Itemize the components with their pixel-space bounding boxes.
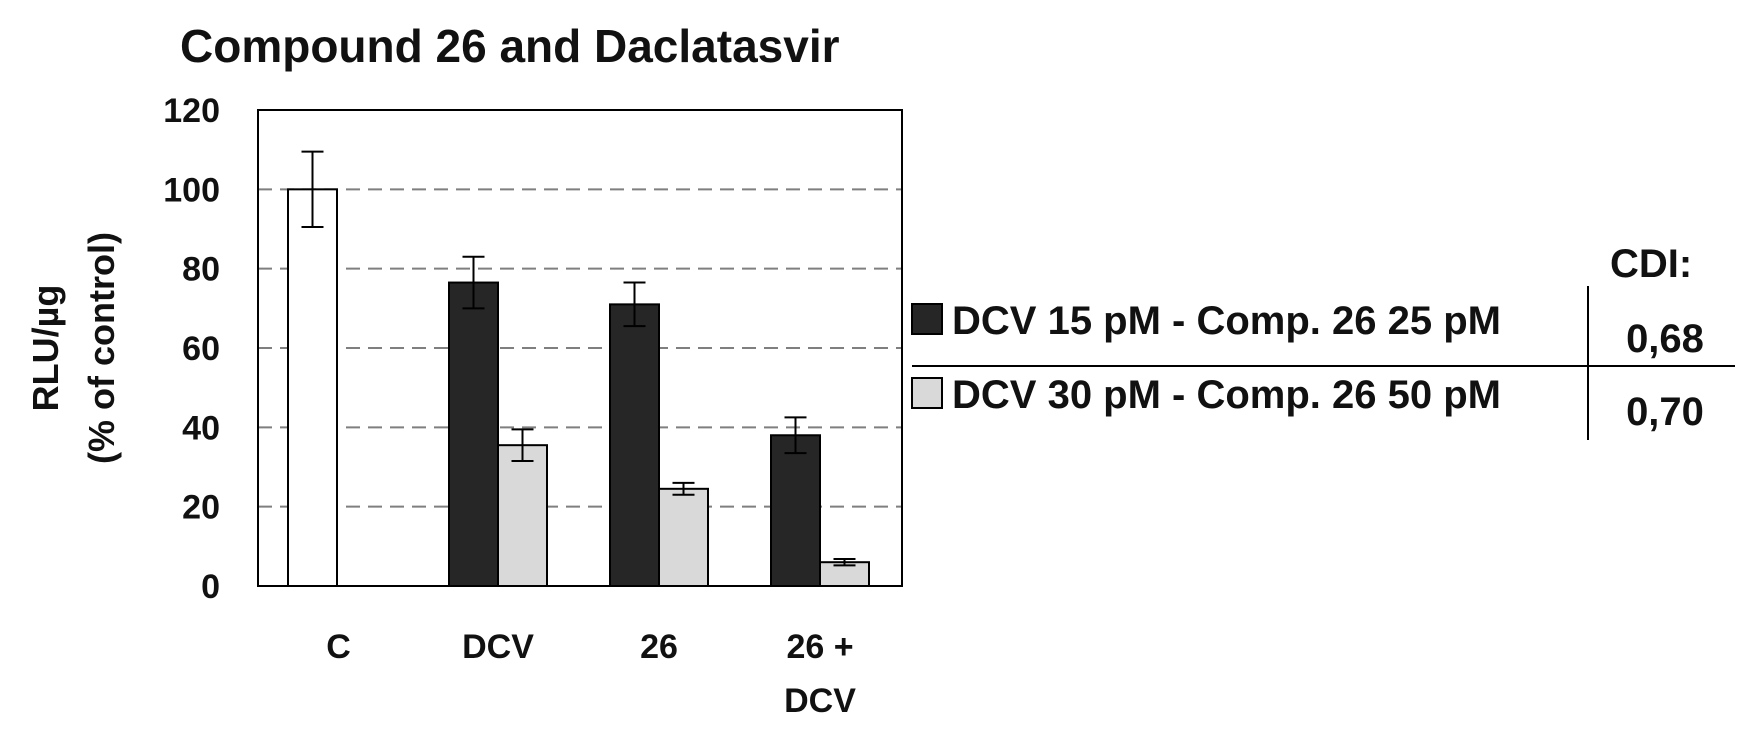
x-category-label: 26 + (786, 628, 853, 666)
x-category-label: C (326, 628, 351, 666)
cdi-value: 0,68 (1626, 317, 1704, 361)
bar (448, 281, 499, 587)
y-tick-label: 40 (182, 409, 220, 447)
legend-label: DCV 15 pM - Comp. 26 25 pM (952, 299, 1501, 343)
y-axis-label-line: (% of control) (81, 232, 122, 464)
bar (609, 303, 660, 587)
cdi-header: CDI: (1610, 242, 1692, 286)
bar (497, 444, 548, 587)
legend-label: DCV 30 pM - Comp. 26 50 pM (952, 373, 1501, 417)
cdi-table: CDI: 0,68 0,70 (1587, 242, 1704, 440)
cdi-value: 0,70 (1626, 390, 1704, 434)
y-tick-label: 120 (163, 92, 220, 130)
bars (287, 188, 870, 588)
x-axis-categories: C DCV 26 26 + DCV (326, 628, 856, 720)
legend-swatch (911, 303, 943, 335)
x-category-label: 26 (640, 628, 678, 666)
plot-area-frame (257, 109, 903, 587)
bar (770, 434, 821, 587)
bar (658, 487, 709, 588)
y-tick-label: 0 (201, 568, 220, 606)
y-axis-label: RLU/µg (% of control) (25, 232, 122, 464)
y-tick-label: 20 (182, 489, 220, 527)
x-category-label: DCV (784, 682, 856, 720)
chart-title: Compound 26 and Daclatasvir (180, 20, 840, 72)
y-tick-label: 60 (182, 330, 220, 368)
y-axis-ticks: 0 20 40 60 80 100 120 (163, 92, 220, 606)
y-tick-label: 80 (182, 251, 220, 289)
bar (287, 188, 338, 587)
y-tick-label: 100 (163, 171, 220, 209)
x-category-label: DCV (462, 628, 534, 666)
error-bars (301, 150, 856, 567)
legend-swatch (911, 377, 943, 409)
legend: DCV 15 pM - Comp. 26 25 pM DCV 30 pM - Co… (911, 299, 1735, 417)
y-axis-label-line: RLU/µg (25, 285, 66, 412)
